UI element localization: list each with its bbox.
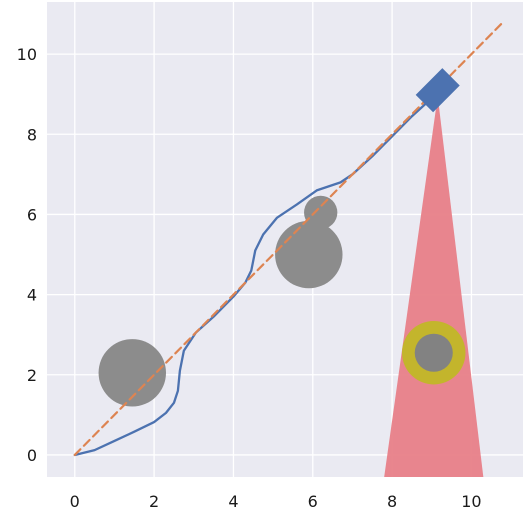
x-tick-label: 10 [461,492,481,511]
x-tick-label: 8 [387,492,397,511]
goal-layer [402,321,466,385]
x-tick-label: 2 [149,492,159,511]
obstacle-circle [304,195,338,230]
goal-center [414,333,453,372]
y-tick-label: 4 [27,286,37,305]
x-tick-labels: 0 2 4 6 8 10 [70,492,482,511]
obstacle-circle [275,220,343,289]
robot-marker [415,68,460,113]
y-tick-label: 8 [27,125,37,144]
y-tick-label: 2 [27,366,37,385]
sensor-cone [384,96,484,478]
obstacle-circle [98,339,166,407]
x-tick-label: 0 [70,492,80,511]
robot-layer [415,68,460,113]
x-tick-label: 4 [228,492,238,511]
obstacle-layer [98,195,343,407]
y-tick-label: 10 [17,45,37,64]
y-tick-label: 6 [27,205,37,224]
y-tick-label: 0 [27,446,37,465]
x-tick-label: 6 [308,492,318,511]
sensor-cone-layer [384,96,484,478]
y-tick-labels: 0 2 4 6 8 10 [17,45,37,465]
